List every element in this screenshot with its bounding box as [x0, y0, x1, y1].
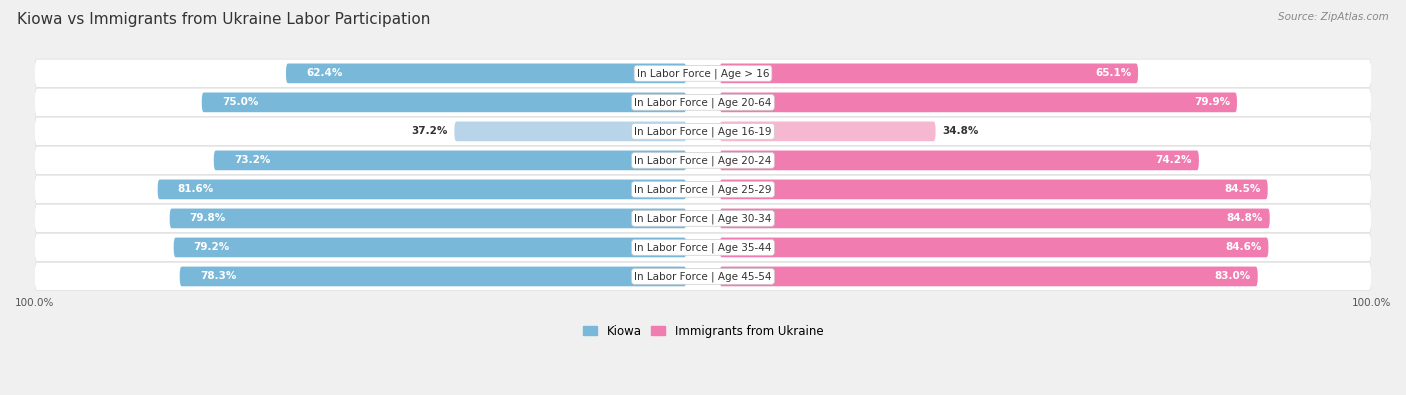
FancyBboxPatch shape: [720, 150, 1199, 170]
Text: In Labor Force | Age 20-64: In Labor Force | Age 20-64: [634, 97, 772, 107]
Text: 37.2%: 37.2%: [412, 126, 447, 136]
FancyBboxPatch shape: [35, 204, 1371, 233]
Text: 84.8%: 84.8%: [1226, 213, 1263, 224]
Text: 75.0%: 75.0%: [222, 98, 259, 107]
Text: In Labor Force | Age 30-34: In Labor Force | Age 30-34: [634, 213, 772, 224]
FancyBboxPatch shape: [285, 64, 686, 83]
FancyBboxPatch shape: [214, 150, 686, 170]
FancyBboxPatch shape: [174, 237, 686, 257]
Text: In Labor Force | Age 35-44: In Labor Force | Age 35-44: [634, 242, 772, 253]
FancyBboxPatch shape: [35, 233, 1371, 261]
Text: In Labor Force | Age 45-54: In Labor Force | Age 45-54: [634, 271, 772, 282]
Text: 65.1%: 65.1%: [1095, 68, 1132, 78]
FancyBboxPatch shape: [720, 180, 1268, 199]
FancyBboxPatch shape: [202, 92, 686, 112]
Text: Source: ZipAtlas.com: Source: ZipAtlas.com: [1278, 12, 1389, 22]
FancyBboxPatch shape: [454, 122, 686, 141]
FancyBboxPatch shape: [180, 267, 686, 286]
Text: Kiowa vs Immigrants from Ukraine Labor Participation: Kiowa vs Immigrants from Ukraine Labor P…: [17, 12, 430, 27]
FancyBboxPatch shape: [35, 117, 1371, 146]
Text: 62.4%: 62.4%: [307, 68, 343, 78]
FancyBboxPatch shape: [157, 180, 686, 199]
Text: 34.8%: 34.8%: [942, 126, 979, 136]
Text: 73.2%: 73.2%: [233, 155, 270, 166]
Text: 84.5%: 84.5%: [1225, 184, 1261, 194]
FancyBboxPatch shape: [720, 267, 1258, 286]
FancyBboxPatch shape: [720, 92, 1237, 112]
FancyBboxPatch shape: [35, 175, 1371, 203]
Text: In Labor Force | Age 16-19: In Labor Force | Age 16-19: [634, 126, 772, 137]
Text: In Labor Force | Age 20-24: In Labor Force | Age 20-24: [634, 155, 772, 166]
Text: 79.9%: 79.9%: [1194, 98, 1230, 107]
Text: 81.6%: 81.6%: [177, 184, 214, 194]
Text: 79.2%: 79.2%: [194, 243, 231, 252]
Text: 78.3%: 78.3%: [200, 271, 236, 281]
FancyBboxPatch shape: [35, 262, 1371, 291]
Text: 83.0%: 83.0%: [1215, 271, 1251, 281]
FancyBboxPatch shape: [720, 64, 1137, 83]
FancyBboxPatch shape: [170, 209, 686, 228]
FancyBboxPatch shape: [35, 59, 1371, 88]
Text: 84.6%: 84.6%: [1226, 243, 1261, 252]
Text: In Labor Force | Age > 16: In Labor Force | Age > 16: [637, 68, 769, 79]
Legend: Kiowa, Immigrants from Ukraine: Kiowa, Immigrants from Ukraine: [578, 320, 828, 342]
FancyBboxPatch shape: [720, 237, 1268, 257]
Text: 79.8%: 79.8%: [190, 213, 226, 224]
FancyBboxPatch shape: [35, 146, 1371, 175]
Text: In Labor Force | Age 25-29: In Labor Force | Age 25-29: [634, 184, 772, 195]
FancyBboxPatch shape: [35, 88, 1371, 117]
Text: 74.2%: 74.2%: [1156, 155, 1192, 166]
FancyBboxPatch shape: [720, 209, 1270, 228]
FancyBboxPatch shape: [720, 122, 935, 141]
